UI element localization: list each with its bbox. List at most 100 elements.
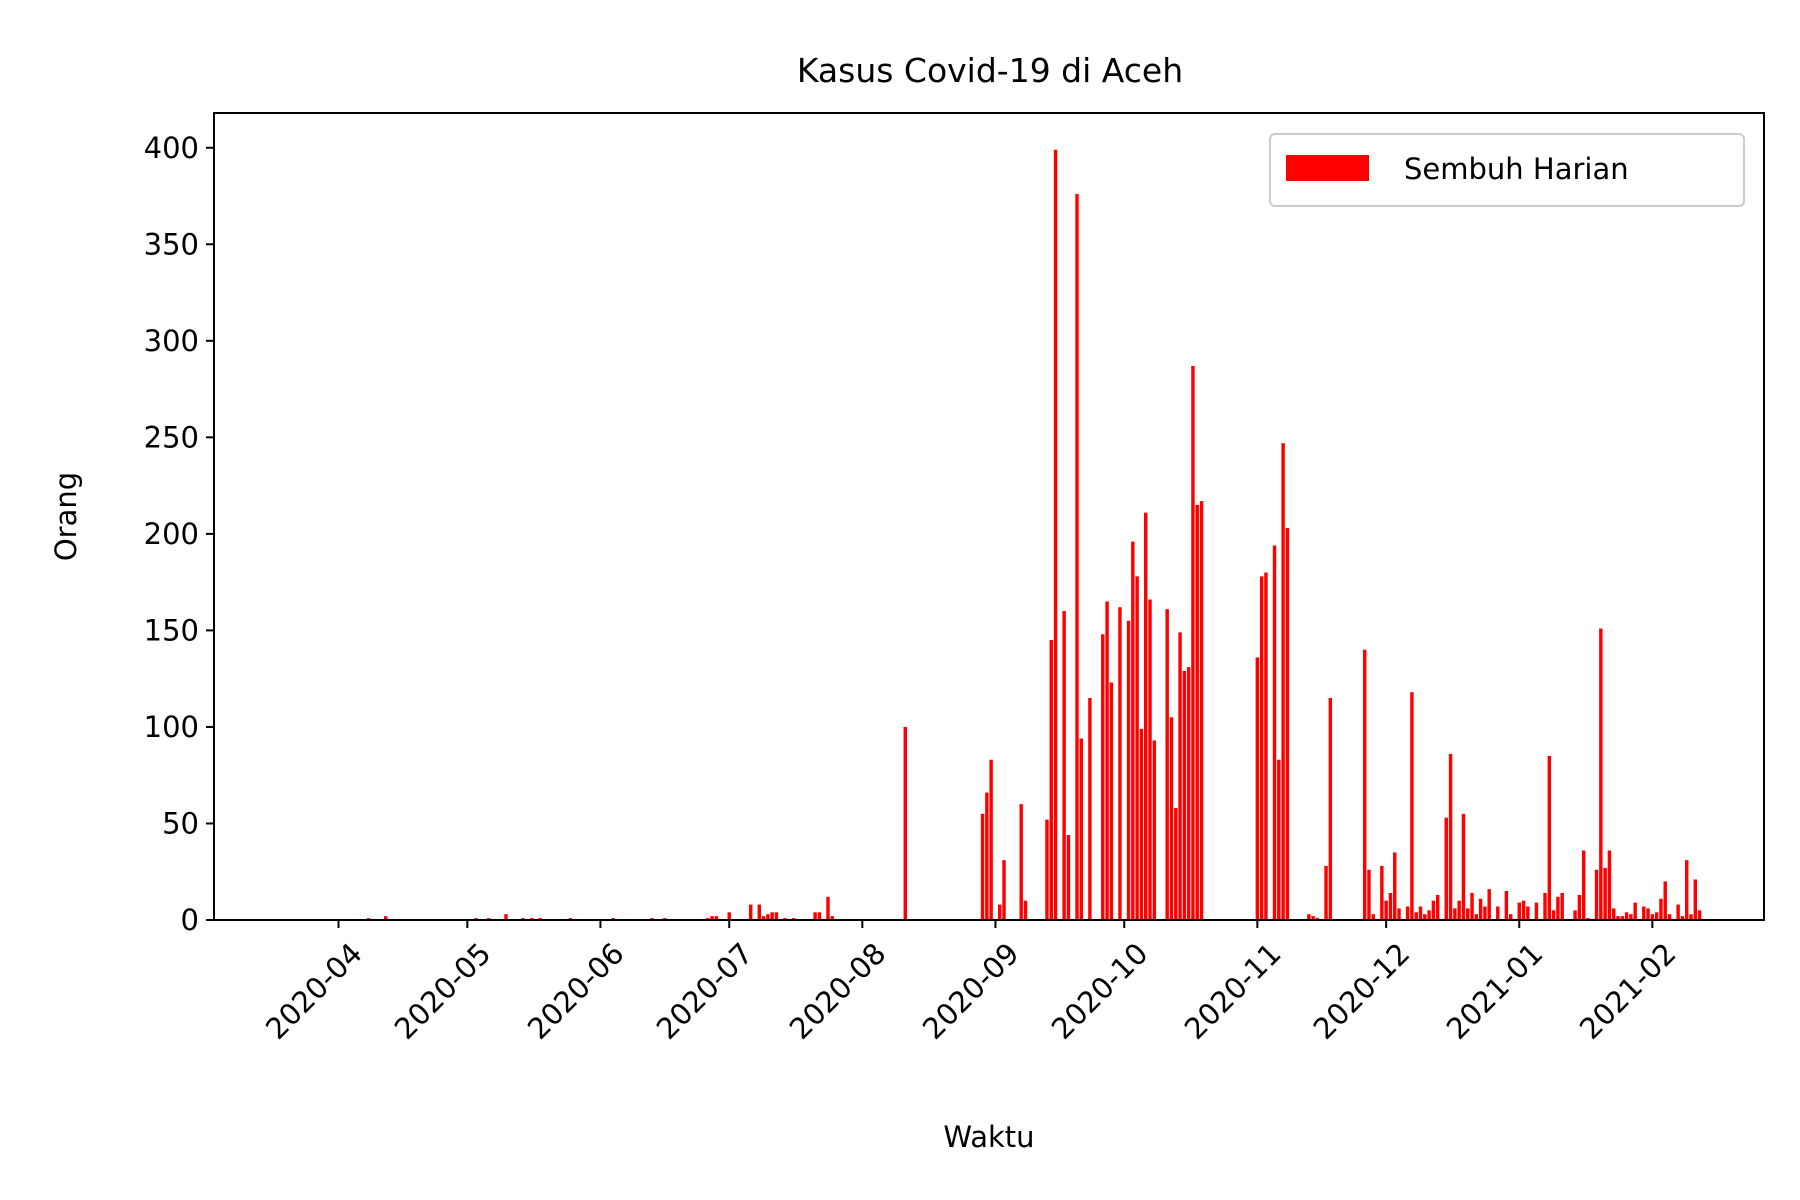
- bar: [1191, 365, 1195, 920]
- bar: [1109, 682, 1114, 920]
- bar: [1307, 914, 1311, 920]
- bar: [1178, 632, 1182, 920]
- bar: [1427, 910, 1431, 920]
- bar: [1534, 902, 1539, 920]
- bar: [1053, 149, 1058, 920]
- bar: [1629, 914, 1633, 920]
- bar: [1135, 576, 1139, 920]
- bar: [757, 904, 761, 920]
- bar: [1543, 892, 1547, 920]
- bar: [1504, 891, 1509, 920]
- bar: [903, 726, 907, 920]
- y-tick-label: 150: [144, 613, 199, 647]
- legend-swatch: [1286, 155, 1369, 181]
- y-tick-label: 350: [144, 227, 199, 261]
- bar: [1384, 900, 1388, 920]
- bar: [1367, 869, 1371, 920]
- bar: [1444, 817, 1448, 920]
- bar: [1169, 717, 1174, 920]
- bar: [1581, 850, 1586, 920]
- bar: [1547, 755, 1552, 920]
- plot-area-frame: [213, 112, 1765, 921]
- bar: [1556, 896, 1560, 920]
- bar: [748, 904, 753, 920]
- bar: [1174, 808, 1178, 920]
- bar: [1496, 906, 1500, 920]
- bar: [1311, 916, 1315, 920]
- bar: [1049, 640, 1053, 920]
- y-tick-label: 400: [144, 131, 199, 165]
- x-axis-label: Waktu: [943, 1120, 1034, 1154]
- bar: [1186, 667, 1191, 920]
- bar: [1195, 504, 1199, 920]
- bar: [1023, 900, 1028, 920]
- bar: [980, 813, 985, 920]
- bar: [1624, 912, 1629, 920]
- y-tick-label: 250: [144, 420, 199, 454]
- bar: [1466, 908, 1470, 920]
- bar: [1457, 900, 1461, 920]
- bar: [1101, 634, 1105, 920]
- bar: [1616, 916, 1620, 920]
- bar: [1599, 628, 1603, 920]
- bar: [1062, 611, 1066, 920]
- bar: [1259, 576, 1264, 920]
- bar: [1689, 914, 1693, 920]
- bar: [1066, 835, 1071, 920]
- bar: [1560, 892, 1564, 920]
- bar: [1088, 697, 1092, 920]
- bar: [826, 896, 830, 920]
- bar: [1285, 528, 1290, 920]
- bar: [1470, 892, 1474, 920]
- bar: [1131, 541, 1135, 920]
- bar: [1642, 906, 1646, 920]
- bar: [766, 914, 770, 920]
- bar: [770, 912, 774, 920]
- bar: [1148, 599, 1152, 920]
- bar: [1182, 670, 1187, 920]
- bar: [774, 912, 779, 920]
- legend: Sembuh Harian: [1269, 133, 1745, 207]
- bar: [1594, 869, 1599, 920]
- bar: [1079, 738, 1084, 920]
- bars-group: [366, 149, 1702, 921]
- bar: [1633, 902, 1637, 920]
- bar: [1277, 759, 1281, 920]
- bar: [1573, 910, 1577, 920]
- bar: [1388, 892, 1393, 920]
- bar: [1105, 601, 1109, 920]
- y-tick-label: 200: [144, 517, 199, 551]
- bar: [1697, 910, 1702, 920]
- bar: [1474, 914, 1479, 920]
- bar: [1393, 852, 1397, 920]
- bar: [830, 916, 834, 920]
- bar: [1281, 443, 1285, 920]
- bar: [1659, 898, 1663, 920]
- bar: [989, 759, 993, 920]
- bar: [1075, 194, 1079, 921]
- bar: [1328, 697, 1333, 920]
- bar: [1526, 906, 1530, 920]
- y-tick-label: 0: [181, 903, 199, 937]
- bar: [1414, 912, 1418, 920]
- bar: [1380, 865, 1384, 920]
- bar: [1478, 898, 1483, 920]
- bar: [1152, 740, 1157, 920]
- bar: [1517, 902, 1521, 920]
- bar: [1272, 545, 1277, 920]
- bar: [1144, 512, 1148, 920]
- bar: [1577, 894, 1582, 920]
- bar: [1521, 900, 1526, 920]
- bar: [1165, 609, 1169, 920]
- bar: [1405, 906, 1410, 920]
- bar: [1045, 819, 1049, 920]
- bar: [1663, 881, 1667, 920]
- bar: [1435, 894, 1440, 920]
- bar: [1667, 914, 1672, 920]
- y-tick-label: 50: [162, 806, 199, 840]
- bar: [1431, 900, 1436, 920]
- bar: [1324, 865, 1328, 920]
- bar: [1002, 860, 1006, 920]
- bar: [1453, 908, 1457, 920]
